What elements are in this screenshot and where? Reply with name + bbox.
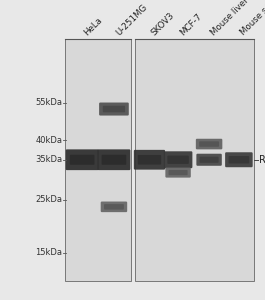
FancyBboxPatch shape	[101, 202, 127, 212]
Text: RFC5: RFC5	[259, 155, 265, 165]
FancyBboxPatch shape	[165, 167, 191, 178]
FancyBboxPatch shape	[138, 155, 161, 165]
Text: 55kDa: 55kDa	[35, 98, 62, 107]
FancyBboxPatch shape	[70, 155, 95, 165]
Text: Mouse liver: Mouse liver	[209, 0, 250, 38]
Text: 15kDa: 15kDa	[35, 248, 62, 257]
FancyBboxPatch shape	[199, 141, 219, 147]
Text: 35kDa: 35kDa	[35, 155, 62, 164]
FancyBboxPatch shape	[103, 106, 125, 112]
FancyBboxPatch shape	[164, 151, 192, 168]
Text: 40kDa: 40kDa	[35, 136, 62, 145]
FancyBboxPatch shape	[169, 170, 188, 175]
FancyBboxPatch shape	[196, 139, 222, 149]
FancyBboxPatch shape	[99, 103, 129, 116]
FancyBboxPatch shape	[196, 154, 222, 166]
FancyBboxPatch shape	[225, 152, 253, 167]
Text: HeLa: HeLa	[82, 16, 104, 38]
Text: MCF-7: MCF-7	[178, 12, 204, 38]
FancyBboxPatch shape	[66, 149, 99, 170]
FancyBboxPatch shape	[98, 149, 130, 170]
FancyBboxPatch shape	[102, 155, 126, 165]
Text: U-251MG: U-251MG	[114, 3, 149, 38]
Text: Mouse spleen: Mouse spleen	[239, 0, 265, 38]
Text: 25kDa: 25kDa	[35, 195, 62, 204]
FancyBboxPatch shape	[167, 156, 189, 164]
FancyBboxPatch shape	[228, 156, 249, 164]
Text: SKOV3: SKOV3	[149, 11, 176, 38]
FancyBboxPatch shape	[200, 157, 219, 163]
Bar	[65, 39, 131, 280]
FancyBboxPatch shape	[134, 150, 165, 170]
FancyBboxPatch shape	[104, 204, 124, 210]
Bar	[135, 39, 254, 280]
